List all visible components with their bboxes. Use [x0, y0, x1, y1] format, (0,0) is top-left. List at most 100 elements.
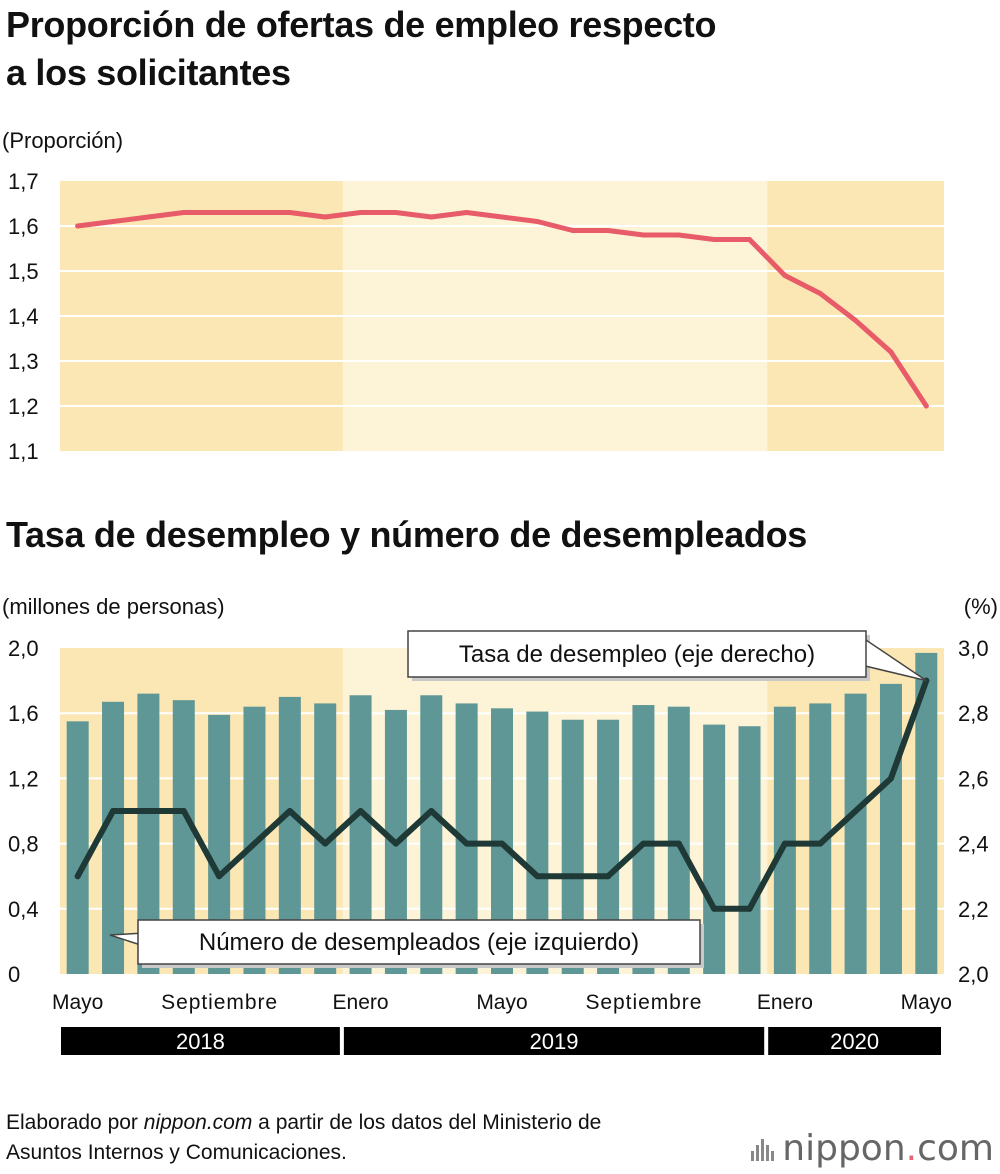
chart1-ratio-point [499, 214, 505, 220]
chart2-rate-point [180, 808, 187, 814]
chart2-rate-point [216, 873, 223, 880]
chart2-unemployed-bar [738, 726, 761, 974]
chart2-left-y-tick-label: 2,0 [8, 636, 39, 661]
chart2-rate-point [499, 840, 505, 847]
chart1-ratio-point [888, 349, 894, 355]
chart2-rate-point [463, 840, 470, 847]
chart2-rate-point [640, 840, 647, 847]
chart1-ratio-point [534, 219, 540, 224]
chart2-unemployed-bar [915, 652, 938, 974]
chart2-unemployed-bar [844, 693, 867, 974]
chart2-right-y-tick-label: 2,0 [958, 962, 989, 987]
chart1-ratio-point [464, 210, 470, 215]
chart2-unemployed-bar [349, 695, 372, 974]
chart1-y-tick-label: 1,1 [8, 439, 39, 464]
chart1-y-tick-label: 1,2 [8, 394, 39, 419]
chart1-ratio-point [358, 210, 364, 215]
chart2-left-y-tick-label: 1,2 [8, 766, 39, 791]
chart1-ratio-point [181, 210, 187, 215]
chart2-rate-point [322, 840, 329, 847]
chart1-ratio-point [110, 219, 116, 224]
chart1-title-line1: Proporción de ofertas de empleo respecto [6, 4, 717, 45]
chart2-left-y-tick-label: 0,4 [8, 897, 39, 922]
chart2-unemployed-bar [773, 706, 796, 974]
chart2-left-y-tick-label: 1,6 [8, 701, 39, 726]
chart1-title-line2: a los solicitantes [6, 52, 291, 93]
chart1-ratio-point [145, 214, 151, 220]
chart1-ratio-point [322, 214, 328, 220]
chart2-rate-point [675, 840, 682, 847]
chart1-ratio-point [393, 210, 399, 215]
chart2-x-tick-label: Mayo [901, 991, 952, 1014]
chart1-ratio-point [747, 237, 753, 242]
chart2-unemployed-bar [102, 701, 125, 974]
bars-callout-label: Número de desempleados (eje izquierdo) [199, 929, 639, 956]
year-bar-2020 [768, 1027, 941, 1055]
rate-callout: Tasa de desempleo (eje derecho) [407, 630, 927, 682]
chart2-left-y-tick-label: 0 [8, 962, 20, 987]
chart2-rate-point [781, 840, 788, 847]
year-bar-2019 [343, 1027, 765, 1055]
chart2-rate-point [357, 808, 364, 814]
chart2-x-tick-label: Enero [333, 991, 389, 1014]
chart2-left-axis-label: (millones de personas) [2, 594, 225, 619]
chart2-rate-point [110, 808, 117, 814]
bars-callout-box [137, 919, 701, 965]
chart2-unemployed-bar [526, 711, 549, 974]
chart2-unemployed-bar [278, 696, 301, 974]
chart1-ratio-point [817, 291, 823, 296]
chart2-rate-point [145, 808, 152, 814]
chart2-right-y-tick-label: 3,0 [958, 636, 989, 661]
source-prefix: Elaborado por [6, 1111, 144, 1134]
chart2-unemployed-bar [208, 714, 231, 974]
logo-suffix: com [917, 1128, 994, 1169]
chart1-y-tick-label: 1,5 [8, 259, 39, 284]
charts-canvas: 1,7 1,6 1,5 1,4 1,3 1,2 1,1 (Proporción) 2,0 1,6 1… [2, 128, 998, 1055]
chart2-right-y-tick-label: 2,4 [958, 832, 989, 857]
chart2-unemployed-bar [703, 724, 726, 974]
chart1-ratio-point [640, 232, 646, 238]
chart2-unemployed-bar [172, 700, 195, 974]
chart2-rate-point [852, 808, 859, 814]
chart1-ratio-point [287, 210, 293, 215]
chart2-unemployed-bar [561, 719, 584, 974]
bars-callout: Número de desempleados (eje izquierdo) [109, 919, 704, 968]
logo-dot: . [905, 1128, 918, 1169]
chart2-x-tick-label: Septiembre [161, 991, 277, 1014]
chart2-right-y-tick-label: 2,8 [958, 701, 989, 726]
chart1-ratio-point [923, 403, 929, 409]
logo-main: nippon [782, 1128, 906, 1169]
source-site[interactable]: nippon.com [143, 1111, 253, 1134]
chart1-y-tick-label: 1,6 [8, 214, 39, 239]
chart2-rate-point [711, 905, 718, 912]
chart2-rate-point [251, 840, 258, 847]
source-line2: Asuntos Internos y Comunicaciones. [6, 1141, 347, 1164]
chart1-ratio-point [711, 237, 717, 242]
chart2-unemployed-bar [314, 703, 337, 974]
year-label-2020: 2020 [830, 1029, 879, 1054]
chart2-rate-point [392, 840, 399, 847]
chart2-rate-point [887, 775, 894, 782]
chart1-ratio-point [570, 228, 576, 233]
chart1-ratio-point [605, 228, 611, 233]
chart2-rate-point [746, 905, 753, 912]
chart2-unemployed-bar [809, 703, 832, 974]
nippon-logo[interactable]: nippon. com [751, 1128, 994, 1169]
chart2-unemployed-bar [66, 721, 89, 974]
chart1-ratio-point [75, 223, 81, 229]
rate-callout-box [407, 630, 867, 678]
chart2-unemployed-bar [879, 683, 902, 974]
chart2-left-y-tick-label: 0,8 [8, 832, 39, 857]
chart1-ratio-point [853, 318, 859, 323]
chart2-unemployed-bar [420, 695, 443, 974]
chart2-rate-point [286, 808, 293, 814]
chart2-right-y-tick-label: 2,6 [958, 766, 989, 791]
rate-callout-label: Tasa de desempleo (eje derecho) [459, 641, 815, 668]
chart2-x-tick-label: Mayo [52, 991, 103, 1014]
chart2-rate-point [569, 873, 576, 880]
chart1-ratio-point [251, 210, 257, 215]
chart1-ratio-point [428, 214, 434, 220]
chart2-x-tick-label: Enero [757, 991, 813, 1014]
year-label-2018: 2018 [176, 1029, 225, 1054]
chart2-unemployed-bar [137, 693, 160, 974]
